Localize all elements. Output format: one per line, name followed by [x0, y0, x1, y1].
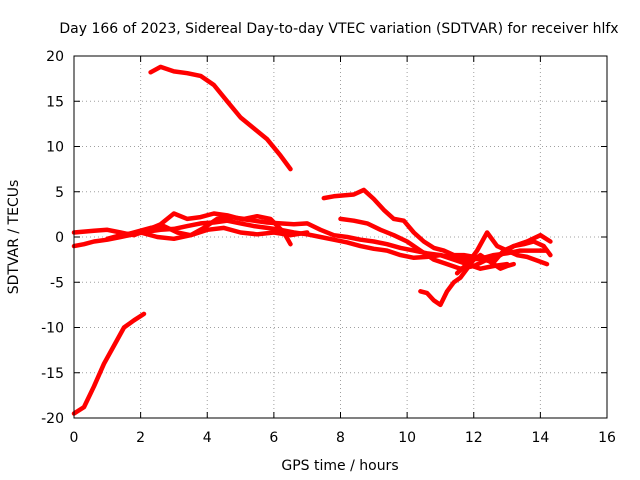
series-layer [71, 64, 553, 416]
y-tick-label: 10 [46, 140, 64, 156]
series-track-9 [454, 230, 550, 276]
series-track-5 [121, 213, 293, 247]
x-tick-label: 8 [336, 430, 345, 446]
x-tick-label: 2 [136, 430, 145, 446]
x-tick-label: 16 [598, 430, 616, 446]
chart-title: Day 166 of 2023, Sidereal Day-to-day VTE… [59, 21, 618, 37]
y-tick-label: 5 [55, 185, 64, 201]
series-track-7 [338, 216, 553, 271]
y-tick-label: -10 [41, 321, 64, 337]
y-tick-label: -15 [41, 366, 64, 382]
x-tick-label: 4 [203, 430, 212, 446]
x-tick-label: 6 [269, 430, 278, 446]
y-tick-label: -20 [41, 411, 64, 427]
tick-marks [73, 55, 608, 419]
x-tick-label: 10 [398, 430, 416, 446]
y-tick-label: 15 [46, 94, 64, 110]
x-tick-labels: 0 2 4 6 8 10 12 14 16 [70, 430, 616, 446]
x-tick-label: 0 [70, 430, 79, 446]
series-track-1 [71, 311, 147, 416]
x-tick-label: 12 [465, 430, 483, 446]
series-track-8 [418, 252, 516, 308]
y-axis-label: SDTVAR / TECUs [6, 180, 22, 295]
series-track-2 [148, 64, 293, 172]
x-tick-label: 14 [531, 430, 549, 446]
series-track-10 [105, 225, 310, 242]
y-tick-labels: -20 -15 -10 -5 0 5 10 15 20 [41, 49, 64, 427]
y-tick-label: 20 [46, 49, 64, 65]
y-tick-label: 0 [55, 230, 64, 246]
x-axis-label: GPS time / hours [281, 458, 398, 474]
y-tick-label: -5 [50, 275, 64, 291]
